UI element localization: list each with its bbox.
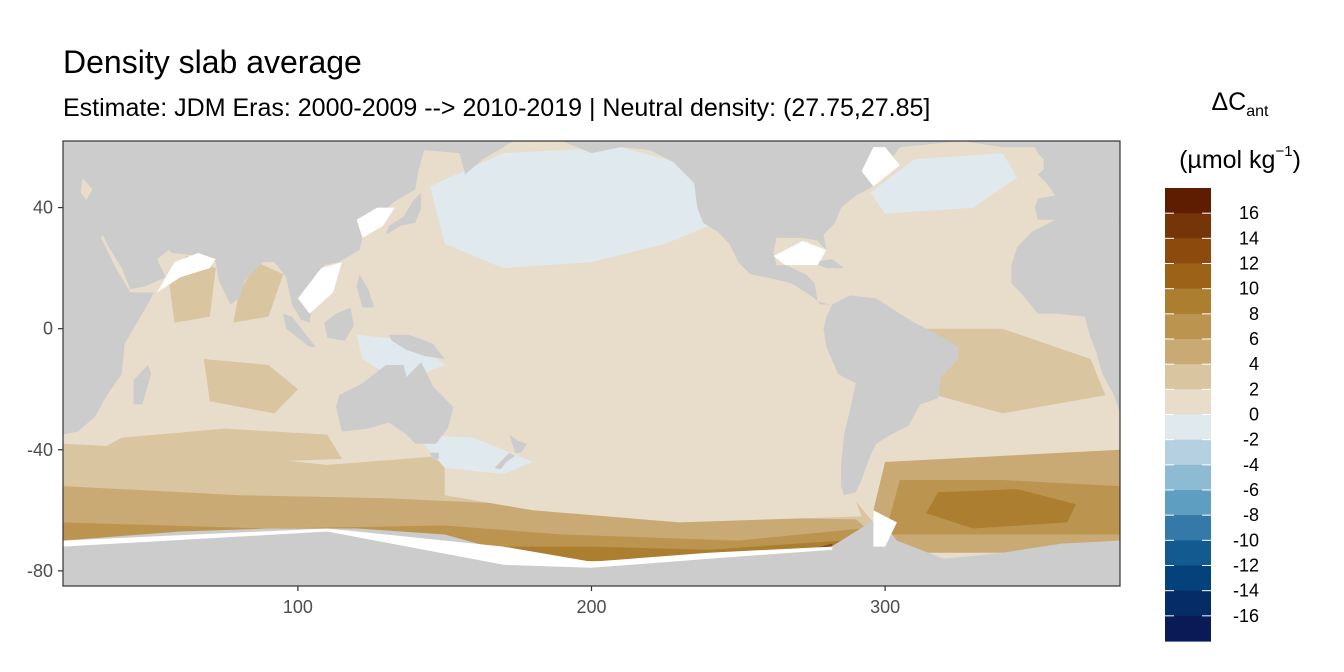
missing-drake-passage [873,510,897,547]
missing-south-china-sea [297,262,342,314]
legend-swatch-10 [1165,439,1211,466]
x-tick-label-1: 200 [576,597,606,617]
north-atlantic-blue [870,153,1018,214]
north-pacific [430,147,724,269]
missing-arabian-coast [157,253,216,293]
legend-swatch-9 [1165,414,1211,441]
legend-label-11: -6 [1243,480,1259,500]
new-guinea-land [388,334,445,359]
south-pacific-tongue [444,455,862,523]
color-legend: 16 14 12 10 8 6 4 2 0 -2 -4 -6 -8 -10 -12 -14 -16 [1165,188,1259,642]
legend-label-2: 12 [1239,254,1259,274]
legend-title-subscript: ant [1246,103,1269,120]
legend-label-14: -12 [1233,556,1259,576]
madagascar-land [133,365,152,405]
south-america-land [823,295,959,496]
missing-labrador [861,147,900,187]
legend-swatch-7 [1165,364,1211,390]
legend-title: ΔCant [1150,86,1330,128]
nz-south-land [494,452,516,470]
australia-land [336,362,454,444]
britain-land [1043,153,1056,175]
indian-central [203,359,298,414]
tasmania-land [430,452,439,461]
legend-label-4: 8 [1249,304,1259,324]
north-america-land [562,141,1120,305]
weddell-core [926,489,1076,529]
legend-label-5: 6 [1249,329,1259,349]
legend-label-8: 0 [1249,405,1259,425]
iceland-land [997,129,1026,137]
antarctica-land [63,522,1120,586]
legend-label-9: -2 [1243,430,1259,450]
legend-swatch-13 [1165,515,1211,541]
legend-unit-suffix: ) [1292,146,1301,174]
legend-swatch-2 [1165,238,1211,265]
europe-land [1031,141,1120,220]
missing-yellow-sea [356,207,395,238]
legend-unit-superscript: −1 [1275,143,1293,160]
x-tick-label-2: 300 [870,597,900,617]
legend-label-15: -14 [1233,581,1259,601]
greenland-land [900,117,1017,141]
legend-swatch-15 [1165,565,1211,592]
legend-swatch-1 [1165,213,1211,239]
legend-swatch-14 [1165,540,1211,567]
west-africa-land [1011,216,1120,414]
japan-land [386,192,422,235]
philippines-land [356,274,375,308]
legend-label-7: 2 [1249,379,1259,399]
sumatra-land [283,313,316,347]
chart-title: Density slab average [63,44,362,80]
legend-label-12: -8 [1243,505,1259,525]
legend-swatch-11 [1165,464,1211,491]
legend-swatch-4 [1165,288,1211,315]
y-tick-label-2: -40 [27,440,53,460]
legend-label-0: 16 [1239,203,1259,223]
y-tick-label-1: 0 [43,319,53,339]
legend-swatch-17 [1165,615,1211,642]
indian-south-band [77,428,342,465]
y-tick-label-3: -80 [27,561,53,581]
x-tick-label-0: 100 [283,597,313,617]
nz-north-land [509,434,527,453]
legend-swatch-6 [1165,339,1211,365]
missing-gulf-of-mexico [773,240,827,266]
legend-swatch-0 [1165,188,1211,214]
legend-label-1: 14 [1239,228,1259,248]
legend-label-6: 4 [1249,354,1259,374]
legend-label-10: -4 [1243,455,1259,475]
legend-title-main: ΔC [1211,88,1247,116]
legend-swatch-12 [1165,490,1211,516]
legend-swatch-5 [1165,313,1211,340]
missing-antarctic-fringe [63,528,833,568]
legend-swatch-8 [1165,389,1211,416]
bay-of-bengal [233,262,284,323]
legend-unit: (µmol kg−1) [1150,135,1330,177]
legend-swatch-3 [1165,263,1211,290]
eurasia-land [63,141,533,323]
africa-land [63,141,154,435]
legend-label-16: -16 [1233,606,1259,626]
legend-label-3: 10 [1239,279,1259,299]
land-masses [63,117,1120,586]
chart-subtitle: Estimate: JDM Eras: 2000-2009 --> 2010-2… [63,94,931,122]
legend-label-13: -10 [1233,530,1259,550]
y-tick-label-0: 40 [33,198,53,218]
legend-swatch-16 [1165,590,1211,617]
borneo-land [324,307,354,341]
legend-unit-prefix: (µmol kg [1179,146,1276,174]
